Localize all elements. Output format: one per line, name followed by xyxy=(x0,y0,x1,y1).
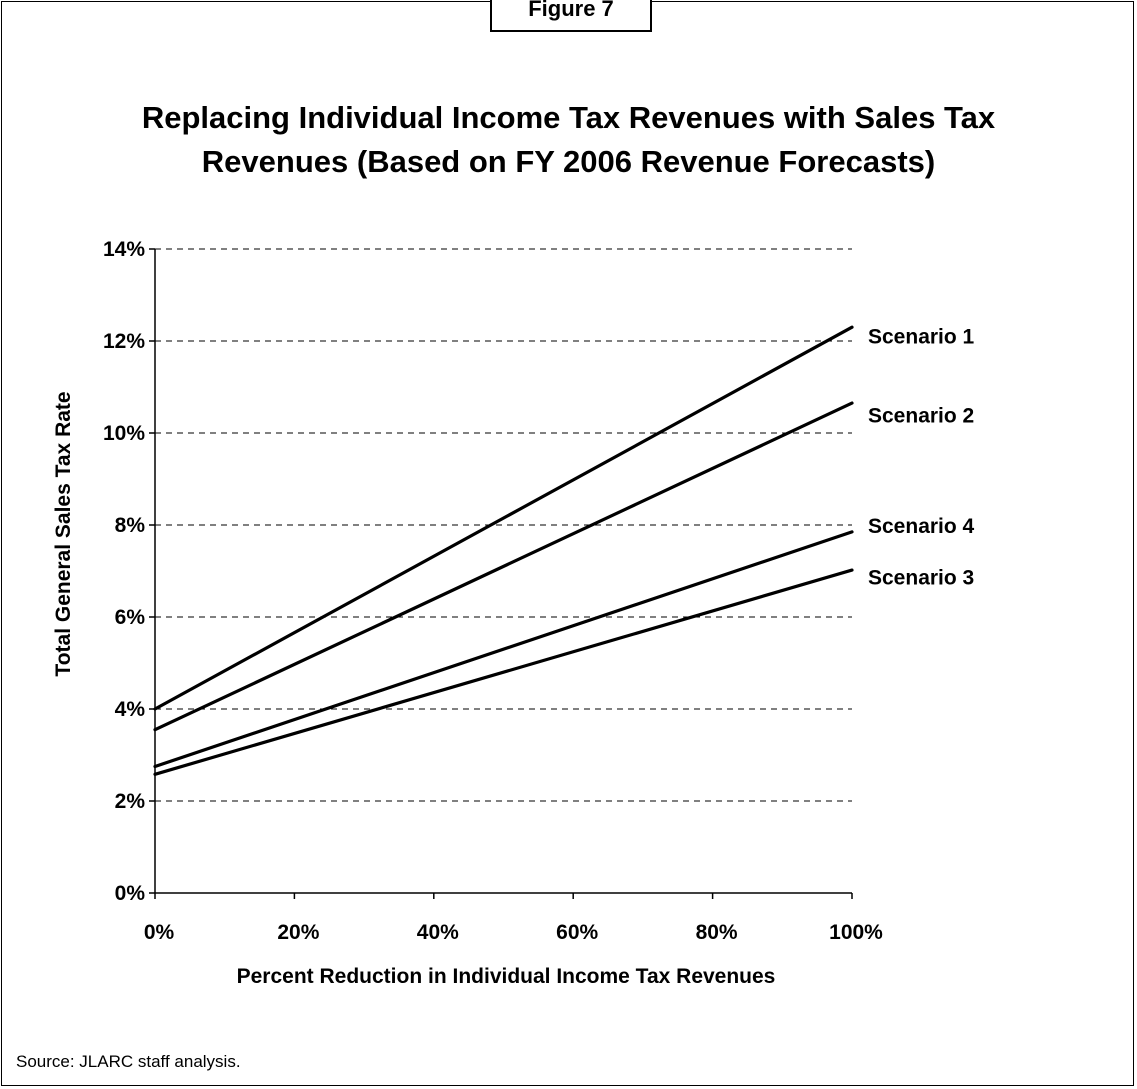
series-lines xyxy=(153,325,854,776)
y-tick-label: 14% xyxy=(103,238,145,261)
chart-title: Replacing Individual Income Tax Revenues… xyxy=(141,100,996,179)
x-tick-label: 40% xyxy=(417,921,459,944)
y-axis-title: Total General Sales Tax Rate xyxy=(52,391,75,676)
y-axis-ticks: 0% 2% 4% 6% 8% 10% 12% 14% xyxy=(103,238,155,905)
x-tick-label: 100% xyxy=(829,921,883,944)
y-tick-label: 8% xyxy=(115,514,146,537)
series-line xyxy=(153,530,854,769)
series-line xyxy=(153,325,854,711)
y-tick-label: 12% xyxy=(103,330,145,353)
series-label: Scenario 3 xyxy=(868,566,974,589)
y-tick-label: 0% xyxy=(115,882,146,905)
x-tick-label: 60% xyxy=(556,921,598,944)
series-label: Scenario 1 xyxy=(868,325,975,348)
x-axis-ticks: 0% 20% 40% 60% 80% 100% xyxy=(144,893,883,944)
axes xyxy=(154,249,852,894)
series-label: Scenario 2 xyxy=(868,405,974,428)
x-tick-label: 80% xyxy=(696,921,738,944)
series-line xyxy=(153,401,854,732)
y-tick-label: 10% xyxy=(103,422,145,445)
series-labels: Scenario 1 Scenario 2 Scenario 4 Scenario 3 xyxy=(868,325,975,589)
y-tick-label: 2% xyxy=(115,790,146,813)
x-tick-label: 20% xyxy=(277,921,319,944)
series-line xyxy=(153,568,854,776)
figure-label: Figure 7 xyxy=(490,0,652,32)
series-label: Scenario 4 xyxy=(868,515,975,538)
x-axis-title: Percent Reduction in Individual Income T… xyxy=(237,965,776,988)
y-tick-label: 6% xyxy=(115,606,146,629)
y-tick-label: 4% xyxy=(115,698,146,721)
x-tick-label: 0% xyxy=(144,921,175,944)
gridlines xyxy=(155,248,852,802)
source-note: Source: JLARC staff analysis. xyxy=(16,1052,241,1071)
